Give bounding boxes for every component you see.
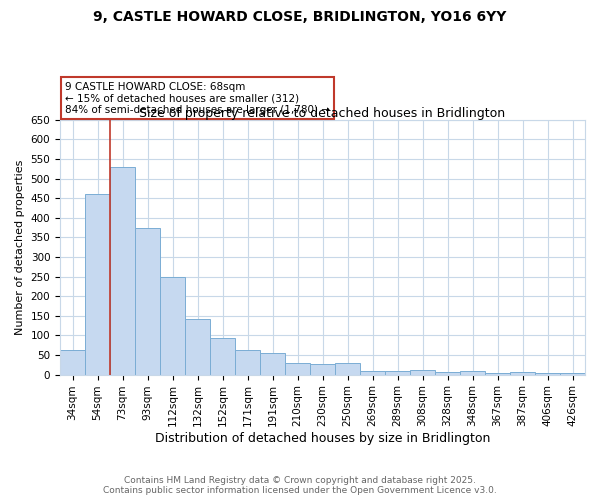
Bar — [110, 167, 135, 374]
Bar — [185, 318, 210, 374]
Bar — [410, 370, 435, 374]
Bar — [335, 363, 360, 374]
Bar — [560, 373, 585, 374]
Bar — [385, 370, 410, 374]
Bar — [435, 372, 460, 374]
Bar — [160, 276, 185, 374]
Text: 9, CASTLE HOWARD CLOSE, BRIDLINGTON, YO16 6YY: 9, CASTLE HOWARD CLOSE, BRIDLINGTON, YO1… — [94, 10, 506, 24]
Bar — [60, 350, 85, 374]
Bar — [235, 350, 260, 374]
Bar — [285, 363, 310, 374]
Bar — [135, 228, 160, 374]
Bar — [535, 372, 560, 374]
Bar — [210, 338, 235, 374]
Bar — [360, 370, 385, 374]
X-axis label: Distribution of detached houses by size in Bridlington: Distribution of detached houses by size … — [155, 432, 490, 445]
Bar — [485, 373, 510, 374]
Bar — [460, 372, 485, 374]
Title: Size of property relative to detached houses in Bridlington: Size of property relative to detached ho… — [139, 107, 506, 120]
Bar — [85, 194, 110, 374]
Text: 9 CASTLE HOWARD CLOSE: 68sqm
← 15% of detached houses are smaller (312)
84% of s: 9 CASTLE HOWARD CLOSE: 68sqm ← 15% of de… — [65, 82, 330, 115]
Text: Contains HM Land Registry data © Crown copyright and database right 2025.
Contai: Contains HM Land Registry data © Crown c… — [103, 476, 497, 495]
Bar — [510, 372, 535, 374]
Bar — [260, 353, 285, 374]
Bar — [310, 364, 335, 374]
Y-axis label: Number of detached properties: Number of detached properties — [15, 160, 25, 335]
